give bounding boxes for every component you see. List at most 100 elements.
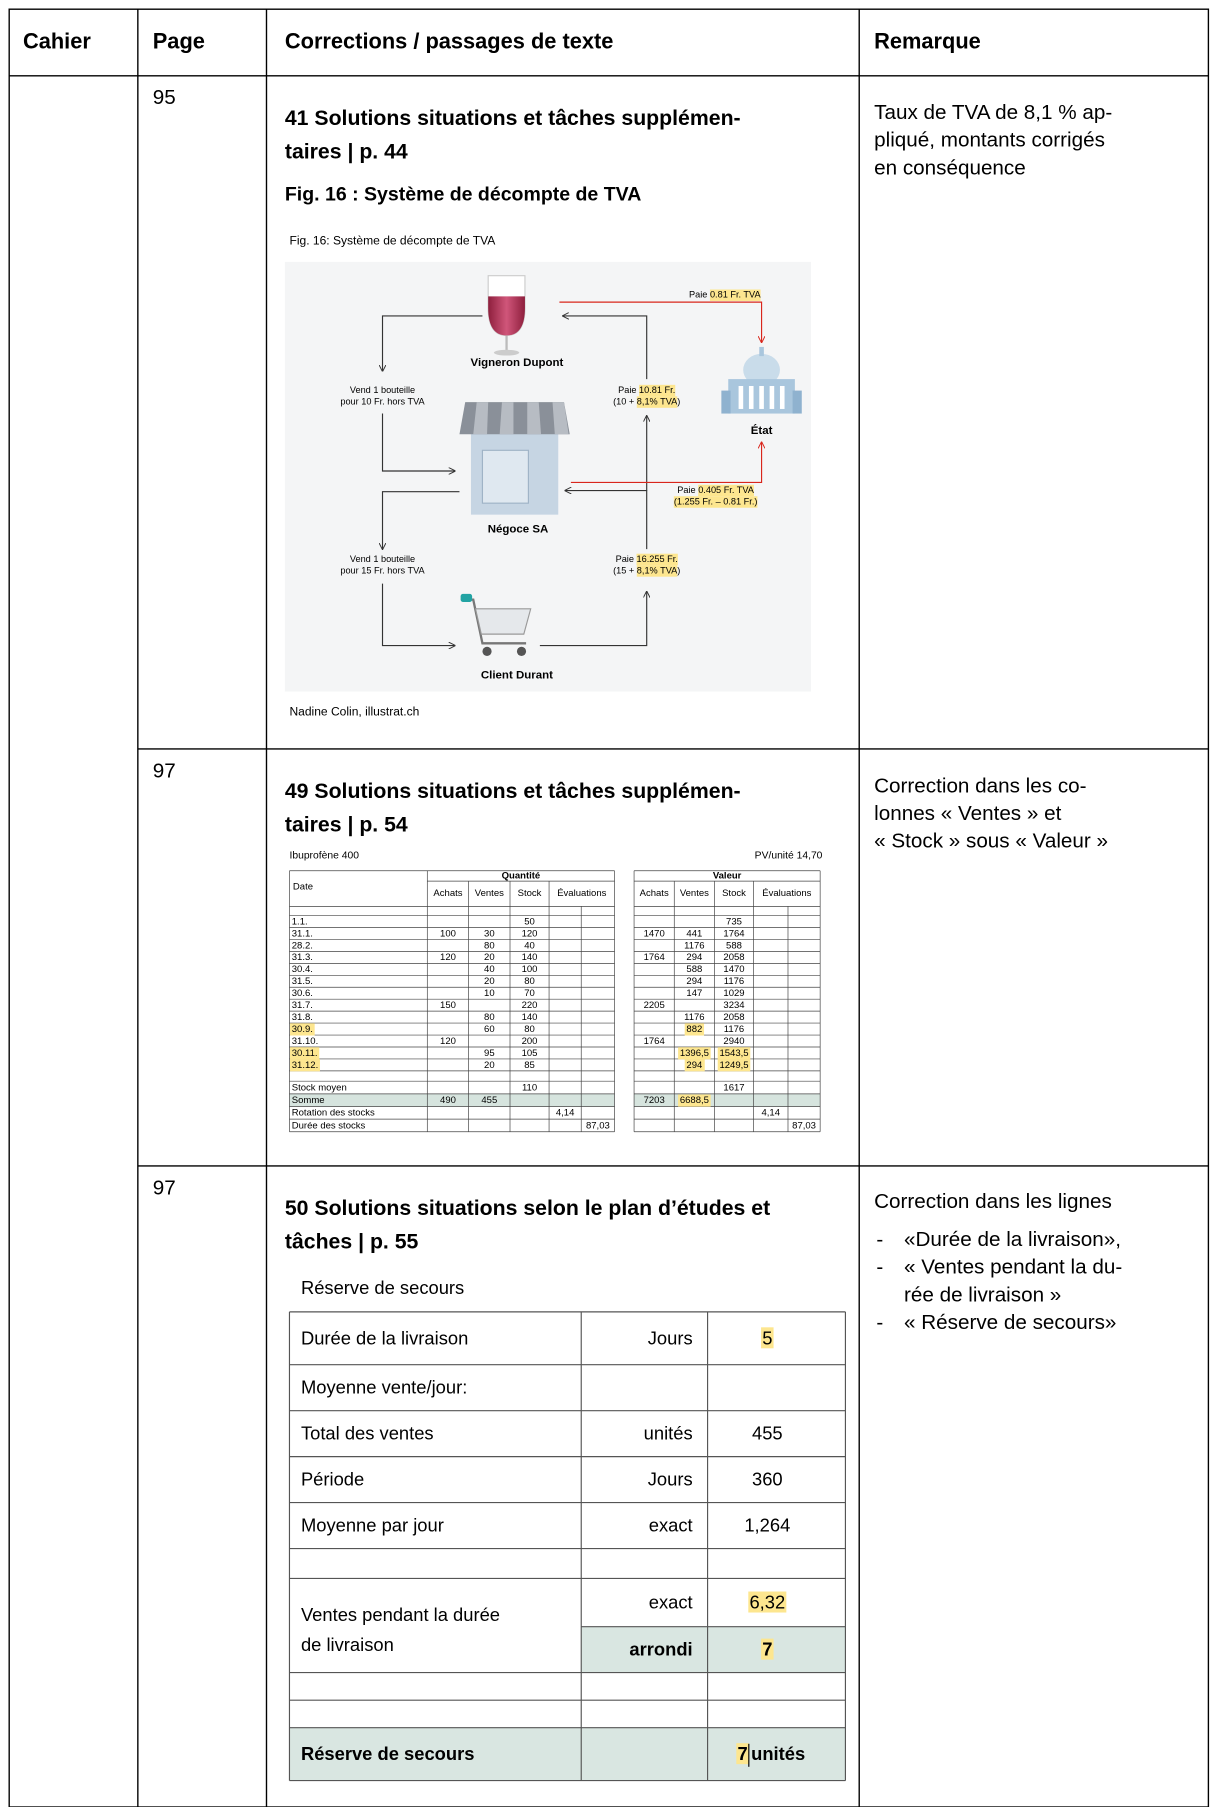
dome	[743, 353, 780, 386]
reserve-unit: Jours	[648, 1327, 693, 1348]
reserve-label: Moyenne par jour	[301, 1515, 444, 1536]
label-highlighted: 0.405 Fr. TVA	[698, 485, 755, 495]
page-number: 97	[153, 1176, 176, 1199]
cell: 2058	[723, 1012, 744, 1023]
reserve-value: 6,32	[749, 1592, 785, 1613]
cell: 28.2.	[292, 940, 313, 951]
state-building-icon	[721, 346, 802, 414]
stock-price: PV/unité 14,70	[755, 851, 823, 862]
highlight	[761, 1638, 774, 1660]
reserve-unit: exact	[649, 1515, 693, 1536]
cell: 1470	[723, 964, 744, 975]
label-text: Paie	[677, 485, 698, 495]
cell: 95	[484, 1048, 495, 1059]
cell: 294	[686, 976, 703, 987]
shop-window	[481, 449, 529, 504]
highlight	[636, 396, 678, 408]
reserve-label: Réserve de secours	[301, 1743, 474, 1764]
section-heading: taires | p. 44	[285, 139, 408, 163]
group-header: Quantité	[502, 870, 541, 881]
cell: 70	[524, 988, 535, 999]
cell: 120	[440, 952, 456, 963]
cell: 2940	[723, 1036, 744, 1047]
label-highlighted: (1.255 Fr. – 0.81 Fr.)	[674, 496, 758, 506]
remark-item: «Durée de la livraison»,	[904, 1228, 1121, 1251]
cell: 31.1.	[292, 928, 313, 939]
col-header: Évaluations	[557, 888, 606, 899]
cell: 40	[524, 940, 535, 951]
cell: 2205	[644, 1000, 665, 1011]
cell: 20	[484, 952, 495, 963]
cell: 80	[484, 940, 495, 951]
table-border	[8, 8, 1210, 1807]
cell: Somme	[292, 1095, 325, 1106]
cell: 1470	[644, 928, 665, 939]
cell: 1764	[644, 1036, 666, 1047]
col-header: Stock	[518, 888, 542, 899]
cell: 7203	[644, 1095, 665, 1106]
highlight	[673, 496, 758, 508]
cell-shade	[289, 1727, 846, 1781]
cell: 1617	[723, 1082, 744, 1093]
cell: 30.11.	[292, 1048, 318, 1059]
reserve-label: Moyenne vente/jour:	[301, 1377, 467, 1398]
column-header: Corrections / passages de texte	[285, 28, 614, 53]
cell: 147	[686, 988, 702, 999]
cart-basket	[474, 608, 532, 635]
highlight	[290, 1023, 315, 1036]
section-heading: 49 Solutions situations et tâches supplé…	[285, 779, 741, 803]
cell: 220	[522, 1000, 538, 1011]
actor-label: Vigneron Dupont	[470, 357, 563, 369]
highlight	[290, 1059, 320, 1072]
cell: 1396,5	[680, 1048, 709, 1059]
reserve-label: Ventes pendant la durée	[301, 1604, 500, 1625]
cell: 105	[522, 1048, 538, 1059]
cell: 31.7.	[292, 1000, 313, 1011]
cell: 87,03	[792, 1120, 816, 1131]
label-highlighted: 8,1% TVA	[637, 396, 678, 406]
label-highlighted: 16.255 Fr.	[637, 554, 678, 564]
reserve-label: Période	[301, 1469, 364, 1490]
cell: 1176	[724, 976, 744, 987]
reserve-value: 7	[737, 1743, 747, 1764]
highlight	[717, 1059, 751, 1072]
arrow	[381, 583, 455, 646]
cell: Durée des stocks	[292, 1120, 366, 1131]
reserve-value: 5	[762, 1327, 772, 1348]
cell: 30.4.	[292, 964, 313, 975]
cell: 100	[440, 928, 456, 939]
cell: 30.6.	[292, 988, 313, 999]
cart-icon	[460, 593, 532, 656]
arrow	[381, 413, 455, 471]
reserve-label: Total des ventes	[301, 1423, 434, 1444]
arrow	[383, 315, 483, 371]
label-text: Paie	[618, 385, 639, 395]
cell: 441	[686, 928, 702, 939]
cell: 31.12.	[292, 1060, 318, 1071]
column-header: Cahier	[23, 28, 91, 53]
remark: en conséquence	[874, 156, 1026, 179]
remark: lonnes « Ventes » et	[874, 802, 1061, 825]
reserve-value: 360	[752, 1469, 783, 1490]
cell: 40	[484, 964, 495, 975]
cell: 4,14	[761, 1108, 780, 1119]
arrow	[565, 491, 648, 550]
highlight	[290, 1047, 320, 1060]
col-header: Ventes	[475, 888, 504, 899]
highlight	[639, 384, 676, 397]
cell: 6688,5	[680, 1095, 709, 1106]
reserve-unit: unités	[751, 1743, 805, 1764]
page-number: 95	[153, 86, 176, 109]
page-number: 97	[153, 759, 176, 782]
cell: 1.1.	[292, 916, 308, 927]
cell: Stock moyen	[292, 1082, 347, 1093]
cell: 140	[522, 1012, 538, 1023]
highlight	[698, 484, 754, 497]
highlight	[761, 1327, 774, 1349]
reserve-label: de livraison	[301, 1634, 394, 1655]
cell: 60	[484, 1024, 495, 1035]
cart-wheel	[482, 646, 492, 656]
cell: 30.9.	[292, 1024, 313, 1035]
